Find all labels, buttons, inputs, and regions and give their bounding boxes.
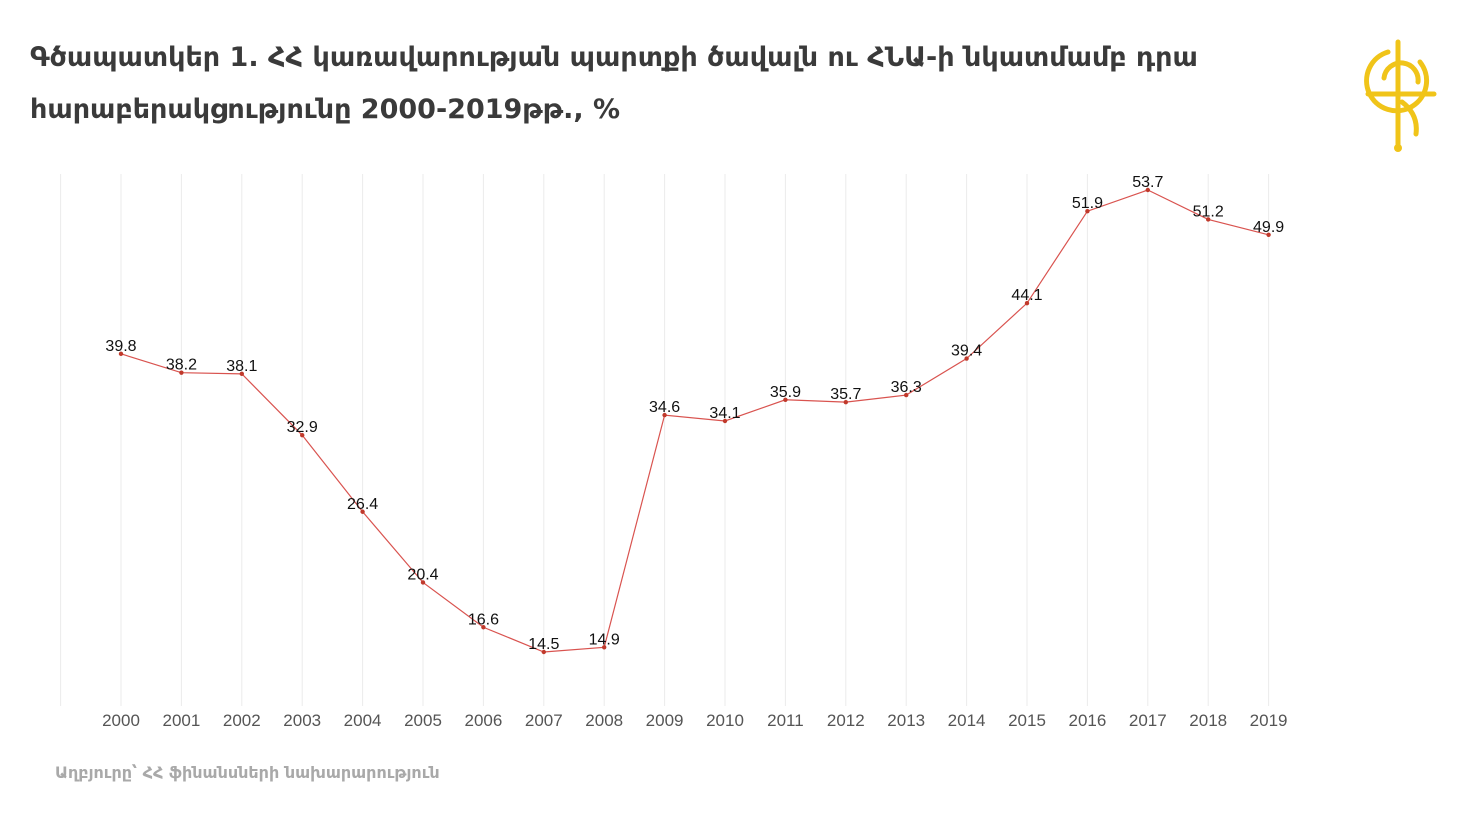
x-tick-label: 2016 — [1068, 711, 1106, 730]
data-point — [602, 645, 607, 650]
data-point — [420, 580, 426, 585]
yellow-globe-logo-icon — [1364, 39, 1437, 152]
data-label: 14.5 — [528, 636, 559, 653]
x-tick-label: 2005 — [404, 711, 442, 730]
series-line — [120, 189, 1269, 653]
data-point — [481, 625, 486, 630]
data-label: 34.6 — [649, 399, 680, 416]
data-label: 51.9 — [1072, 195, 1103, 212]
x-tick-label: 2011 — [767, 711, 804, 730]
x-tick-label: 2000 — [102, 711, 140, 730]
x-tick-label: 2018 — [1189, 711, 1227, 730]
x-tick-label: 2004 — [344, 711, 382, 730]
x-axis-tick-labels: 2000 2001 2002 2003 2004 2005 2006 2007 2008 2009… — [102, 711, 1287, 730]
data-point — [904, 392, 909, 398]
x-tick-label: 2008 — [585, 711, 623, 730]
x-tick-label: 2010 — [706, 711, 744, 730]
data-label: 44.1 — [1011, 287, 1042, 304]
x-tick-label: 2019 — [1250, 711, 1288, 730]
source-note: Աղբյուրը՝ ՀՀ ֆինանսների նախարարություն — [55, 763, 440, 782]
data-label: 20.4 — [407, 566, 438, 583]
x-tick-label: 2012 — [827, 711, 865, 730]
series-line-path — [120, 189, 1269, 653]
data-point — [300, 432, 305, 438]
data-label: 26.4 — [347, 496, 378, 513]
x-tick-label: 2003 — [283, 711, 321, 730]
data-label: 39.4 — [951, 343, 982, 360]
data-label: 32.9 — [287, 419, 318, 436]
data-label: 38.1 — [226, 358, 257, 375]
data-label: 35.7 — [830, 386, 861, 403]
data-point — [783, 397, 788, 402]
data-label: 49.9 — [1253, 219, 1284, 236]
data-label: 14.9 — [589, 631, 620, 648]
chart-title: Գծապատկեր 1. ՀՀ կառավարության պարտքի ծավ… — [30, 42, 1198, 125]
data-label: 34.1 — [709, 405, 740, 422]
x-tick-label: 2015 — [1008, 711, 1046, 730]
x-tick-label: 2017 — [1129, 711, 1167, 730]
data-label: 39.8 — [105, 338, 136, 355]
data-point — [239, 371, 244, 377]
data-label: 36.3 — [891, 379, 922, 396]
data-labels: 39.8 38.2 38.1 32.9 26.4 20.4 16.6 14.5 14.9 34.6… — [105, 174, 1284, 653]
data-point — [843, 399, 848, 405]
data-point — [118, 351, 124, 357]
data-point — [662, 412, 667, 418]
data-label: 38.2 — [166, 357, 197, 374]
data-label: 53.7 — [1132, 174, 1163, 191]
data-point — [1266, 232, 1271, 237]
data-point — [964, 356, 969, 361]
data-point — [179, 370, 184, 375]
x-tick-label: 2001 — [162, 711, 200, 730]
x-tick-label: 2009 — [646, 711, 684, 730]
data-point — [360, 509, 365, 514]
data-point — [722, 418, 728, 424]
x-tick-label: 2014 — [948, 711, 986, 730]
data-label: 16.6 — [468, 611, 499, 628]
data-point — [541, 649, 546, 655]
x-tick-label: 2007 — [525, 711, 563, 730]
data-point — [1145, 187, 1151, 193]
data-point — [1024, 300, 1030, 306]
x-tick-label: 2002 — [223, 711, 261, 730]
data-point — [1085, 209, 1090, 214]
grid-lines — [60, 174, 1270, 706]
data-label: 51.2 — [1193, 203, 1224, 220]
x-tick-label: 2006 — [464, 711, 502, 730]
data-label: 35.9 — [770, 384, 801, 401]
data-point — [1206, 217, 1211, 222]
x-tick-label: 2013 — [887, 711, 925, 730]
data-points — [118, 187, 1271, 655]
